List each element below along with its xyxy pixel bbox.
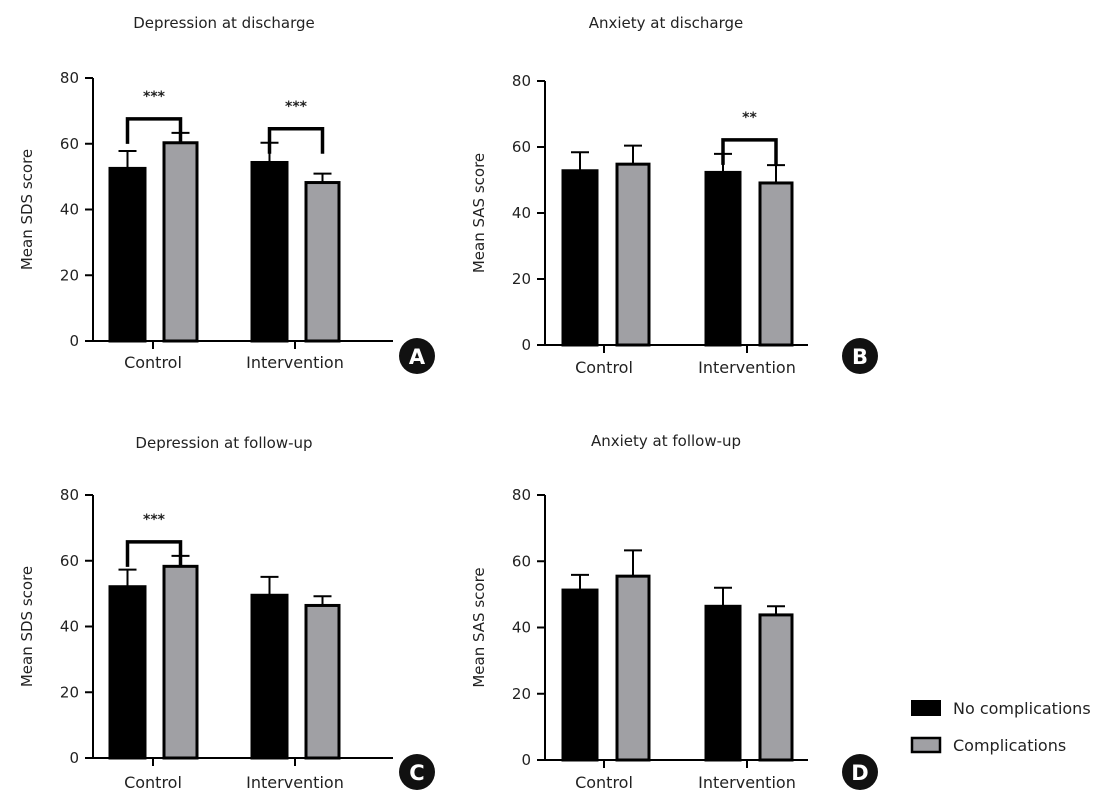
- bar-no-complications: [108, 585, 147, 760]
- legend-swatch-complications: [910, 736, 942, 754]
- bar-complications: [615, 574, 651, 762]
- panel-badge-letter: B: [852, 345, 868, 369]
- chart-title: Depression at discharge: [133, 14, 315, 32]
- bar-complications: [758, 181, 794, 347]
- panel-badge-letter: A: [409, 345, 426, 369]
- bar-no-complications: [561, 169, 599, 347]
- y-tick-label: 60: [512, 138, 531, 156]
- y-tick-label: 80: [512, 72, 531, 90]
- y-tick-label: 20: [60, 683, 79, 701]
- y-tick-label: 40: [512, 204, 531, 222]
- significance-bracket: [721, 138, 778, 165]
- significance-bracket: [125, 540, 183, 567]
- x-tick-label: Control: [124, 353, 182, 372]
- significance-label: **: [742, 110, 757, 126]
- chart-panel-c: Depression at follow-up Mean SDS score 0 20…: [18, 434, 435, 792]
- y-tick-label: 40: [60, 618, 79, 636]
- bar-complications: [304, 181, 341, 343]
- x-tick-label: Intervention: [246, 353, 344, 372]
- legend-label-complications: Complications: [953, 736, 1066, 755]
- significance-label: ***: [143, 512, 166, 528]
- bar-no-complications: [704, 170, 742, 347]
- x-tick-label: Intervention: [698, 358, 796, 377]
- y-tick-label: 40: [60, 201, 79, 219]
- chart-title: Anxiety at discharge: [589, 14, 744, 32]
- y-tick-label: 60: [60, 552, 79, 570]
- bar-complications: [162, 564, 199, 760]
- bar-complications: [162, 141, 199, 343]
- panel-badge-circle: [842, 338, 878, 374]
- y-tick-label: 20: [512, 270, 531, 288]
- significance-label: ***: [143, 89, 166, 105]
- bar-no-complications: [250, 160, 289, 343]
- chart-panel-d: Anxiety at follow-up Mean SAS score 0 20 40 6…: [470, 432, 878, 792]
- legend-label-no-complications: No complications: [953, 699, 1091, 718]
- significance-label: ***: [285, 99, 308, 115]
- chart-panel-b: Anxiety at discharge Mean SAS score 0 20 40 6…: [470, 14, 878, 377]
- panel-badge-circle: [399, 754, 435, 790]
- significance-bracket: [267, 127, 325, 154]
- legend-swatch-no-complications: [911, 700, 941, 716]
- bar-no-complications: [704, 604, 742, 762]
- x-tick-label: Intervention: [698, 773, 796, 792]
- y-tick-label: 0: [521, 751, 531, 769]
- bar-complications: [758, 613, 794, 762]
- y-tick-label: 20: [512, 685, 531, 703]
- panel-badge-letter: C: [409, 761, 424, 785]
- legend: No complications Complications: [910, 699, 1091, 755]
- y-axis-label: Mean SDS score: [18, 149, 36, 270]
- panel-badge-circle: [842, 754, 878, 790]
- y-tick-label: 60: [512, 552, 531, 570]
- panel-badge-letter: D: [851, 761, 868, 785]
- y-axis-label: Mean SDS score: [18, 566, 36, 687]
- panel-badge-circle: [399, 338, 435, 374]
- bar-no-complications: [108, 166, 147, 343]
- x-tick-label: Control: [575, 358, 633, 377]
- y-tick-label: 80: [60, 486, 79, 504]
- y-axis-label: Mean SAS score: [470, 567, 488, 687]
- y-tick-label: 80: [60, 69, 79, 87]
- x-tick-label: Control: [575, 773, 633, 792]
- y-tick-label: 0: [69, 332, 79, 350]
- chart-panels: Depression at discharge Mean SDS score 0 20…: [18, 14, 878, 792]
- bar-complications: [615, 162, 651, 347]
- y-tick-label: 40: [512, 619, 531, 637]
- bar-complications: [304, 603, 341, 760]
- significance-bracket: [125, 117, 183, 144]
- y-tick-label: 0: [69, 749, 79, 767]
- chart-title: Depression at follow-up: [135, 434, 312, 452]
- y-tick-label: 0: [521, 336, 531, 354]
- bar-no-complications: [561, 588, 599, 762]
- chart-title: Anxiety at follow-up: [591, 432, 741, 450]
- y-axis-label: Mean SAS score: [470, 153, 488, 273]
- bar-no-complications: [250, 593, 289, 760]
- y-tick-label: 20: [60, 266, 79, 284]
- chart-panel-a: Depression at discharge Mean SDS score 0 20…: [18, 14, 435, 374]
- y-tick-label: 60: [60, 135, 79, 153]
- x-tick-label: Control: [124, 773, 182, 792]
- x-tick-label: Intervention: [246, 773, 344, 792]
- y-tick-label: 80: [512, 486, 531, 504]
